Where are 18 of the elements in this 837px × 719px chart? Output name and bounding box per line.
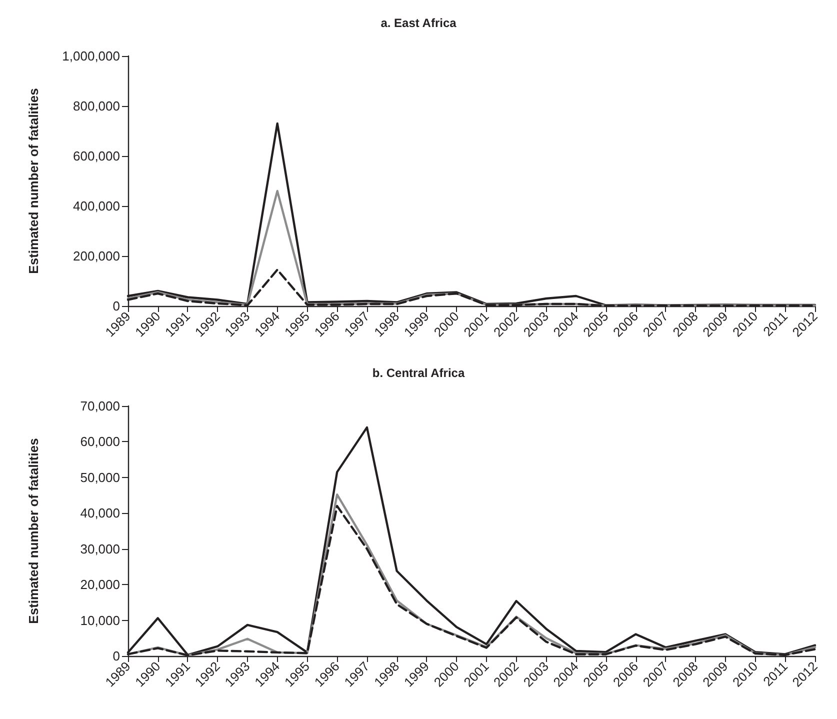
y-tick-label: 20,000 <box>80 577 120 592</box>
y-tick-label: 0 <box>112 298 120 314</box>
y-tick-label: 800,000 <box>73 98 120 114</box>
y-tick-label: 10,000 <box>80 612 120 628</box>
chart-title: a. East Africa <box>380 16 457 30</box>
y-tick-label: 400,000 <box>73 198 120 214</box>
y-axis-title: Estimated number of fatalities <box>26 438 41 624</box>
y-tick-label: 70,000 <box>80 398 120 414</box>
y-tick-label: 1,000,000 <box>62 48 120 64</box>
y-tick-label: 60,000 <box>80 434 120 450</box>
y-tick-label: 0 <box>112 648 120 664</box>
y-tick-label: 30,000 <box>80 541 120 556</box>
y-tick-label: 40,000 <box>80 506 120 521</box>
y-tick-label: 200,000 <box>73 248 120 264</box>
y-tick-label: 600,000 <box>73 148 120 164</box>
y-axis-title: Estimated number of fatalities <box>26 88 41 274</box>
chart-title: b. Central Africa <box>372 366 465 380</box>
y-tick-label: 50,000 <box>80 470 120 485</box>
